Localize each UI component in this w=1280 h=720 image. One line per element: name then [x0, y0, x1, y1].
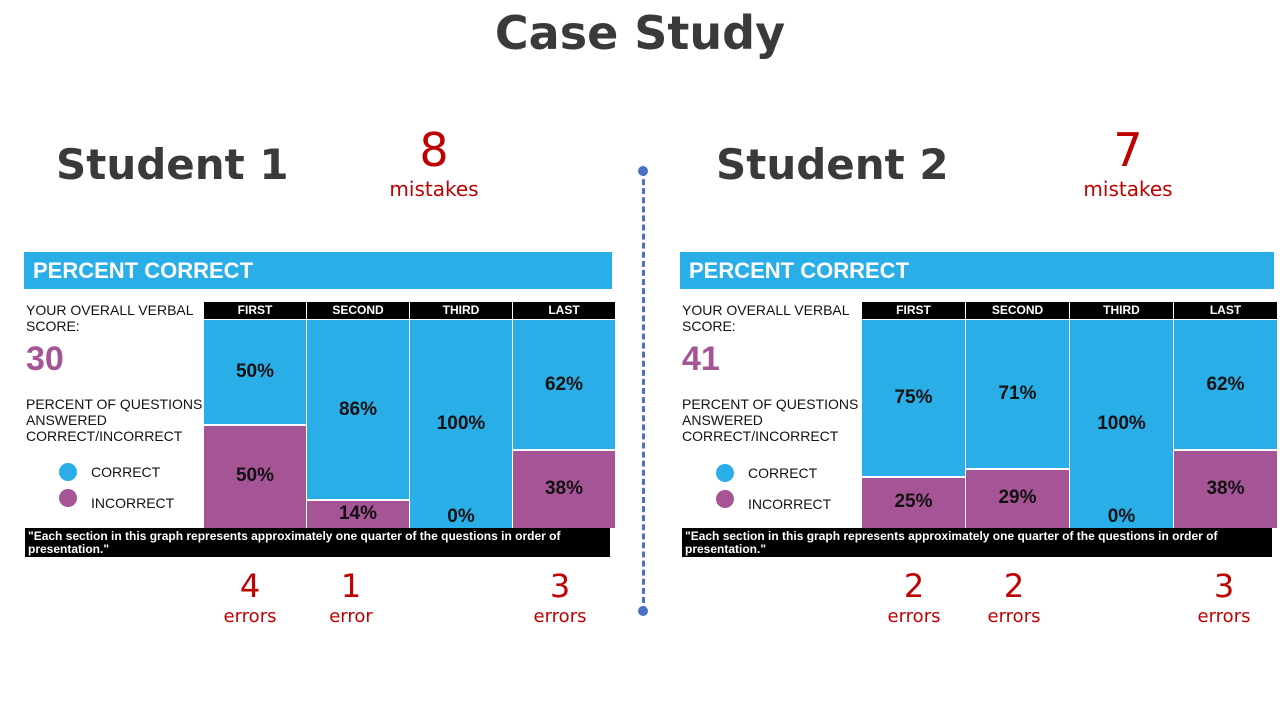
quarter-header-last: LAST	[513, 302, 615, 319]
student-1-first-errors: 4 errors	[210, 566, 290, 628]
overall-score: 30	[26, 340, 64, 378]
bar-correct-last	[513, 320, 615, 449]
correct-legend-label: CORRECT	[748, 465, 818, 481]
data-label-correct-second: 86%	[338, 398, 378, 420]
page-title: Case Study	[494, 6, 786, 60]
correct-legend-label: CORRECT	[91, 464, 161, 480]
student-1-report-panel: PERCENT CORRECT YOUR OVERALL VERBAL SCOR…	[24, 252, 615, 558]
data-label-correct-last: 62%	[1206, 373, 1245, 395]
quarter-header-second: SECOND	[307, 302, 409, 319]
quarter-header-third: THIRD	[410, 302, 512, 319]
bar-incorrect-first	[862, 476, 965, 528]
bar-correct-third	[410, 320, 512, 528]
error-label: errors	[987, 606, 1041, 627]
student-1-mistakes-label: mistakes	[389, 177, 479, 201]
center-divider	[642, 170, 645, 612]
divider-bottom-dot	[638, 606, 648, 616]
bar-correct-first	[204, 320, 306, 424]
panel-title: PERCENT CORRECT	[24, 252, 612, 289]
data-label-incorrect-second: 29%	[998, 487, 1037, 508]
student-2-report-panel: PERCENT CORRECT YOUR OVERALL VERBAL SCOR…	[680, 252, 1277, 558]
student-2-last-errors: 3 errors	[1184, 566, 1264, 628]
error-count: 4	[239, 567, 261, 605]
error-count: 2	[903, 567, 925, 605]
data-label-correct-first: 75%	[894, 387, 933, 408]
data-label-incorrect-second: 14%	[338, 502, 378, 524]
error-label: error	[329, 606, 373, 627]
incorrect-legend-label: INCORRECT	[748, 496, 832, 512]
error-count: 3	[1213, 567, 1235, 605]
error-label: errors	[223, 606, 277, 627]
data-label-correct-second: 71%	[998, 383, 1037, 404]
bar-correct-first	[862, 320, 965, 476]
student-2-first-errors: 2 errors	[874, 566, 954, 628]
data-label-incorrect-first: 25%	[894, 491, 933, 512]
bar-correct-last	[1174, 320, 1277, 449]
error-count: 1	[340, 567, 362, 605]
incorrect-legend-dot	[716, 490, 734, 508]
data-label-correct-last: 62%	[544, 373, 584, 395]
data-label-incorrect-third: 0%	[447, 506, 475, 527]
student-2-mistakes: 7 mistakes	[1058, 124, 1198, 202]
panel-title: PERCENT CORRECT	[680, 252, 1274, 289]
score-label: YOUR OVERALL VERBAL SCORE:	[682, 302, 850, 334]
bar-incorrect-last	[1174, 449, 1277, 528]
data-label-incorrect-first: 50%	[235, 465, 275, 486]
percent-label: PERCENT OF QUESTIONS ANSWERED CORRECT/IN…	[682, 396, 859, 444]
data-label-incorrect-last: 38%	[1206, 477, 1245, 499]
error-count: 3	[549, 567, 571, 605]
quarter-header-first: FIRST	[204, 302, 306, 319]
chart-footnote: "Each section in this graph represents a…	[25, 528, 610, 557]
data-label-correct-third: 100%	[436, 413, 486, 434]
student-2-mistakes-label: mistakes	[1083, 177, 1173, 201]
bar-correct-third	[1070, 320, 1173, 528]
data-label-incorrect-last: 38%	[544, 477, 584, 499]
quarter-header-third: THIRD	[1070, 302, 1173, 319]
bar-incorrect-second	[307, 499, 409, 528]
bar-correct-second	[307, 320, 409, 499]
percent-label: PERCENT OF QUESTIONS ANSWERED CORRECT/IN…	[26, 396, 203, 444]
error-label: errors	[1197, 606, 1251, 627]
data-label-incorrect-third: 0%	[1107, 506, 1136, 527]
student-2-second-errors: 2 errors	[974, 566, 1054, 628]
error-count: 2	[1003, 567, 1025, 605]
student-1-mistakes-count: 8	[419, 123, 449, 177]
bar-incorrect-last	[513, 449, 615, 528]
quarter-header-last: LAST	[1174, 302, 1277, 319]
student-1-last-errors: 3 errors	[520, 566, 600, 628]
data-label-correct-first: 50%	[235, 361, 275, 382]
error-label: errors	[887, 606, 941, 627]
bar-correct-second	[966, 320, 1069, 468]
chart-footnote: "Each section in this graph represents a…	[682, 528, 1272, 557]
divider-top-dot	[638, 166, 648, 176]
student-2-name: Student 2	[716, 140, 949, 189]
student-2-mistakes-count: 7	[1113, 123, 1143, 177]
quarter-header-second: SECOND	[966, 302, 1069, 319]
bar-incorrect-second	[966, 468, 1069, 528]
incorrect-legend-label: INCORRECT	[91, 495, 175, 511]
score-label: YOUR OVERALL VERBAL SCORE:	[26, 302, 194, 334]
data-label-correct-third: 100%	[1097, 413, 1146, 434]
student-1-mistakes: 8 mistakes	[364, 124, 504, 202]
bar-incorrect-first	[204, 424, 306, 528]
correct-legend-dot	[716, 464, 734, 482]
student-1-name: Student 1	[56, 140, 289, 189]
error-label: errors	[533, 606, 587, 627]
incorrect-legend-dot	[59, 489, 77, 507]
quarter-header-first: FIRST	[862, 302, 965, 319]
overall-score: 41	[682, 340, 720, 378]
correct-legend-dot	[59, 463, 77, 481]
student-1-second-errors: 1 error	[311, 566, 391, 628]
